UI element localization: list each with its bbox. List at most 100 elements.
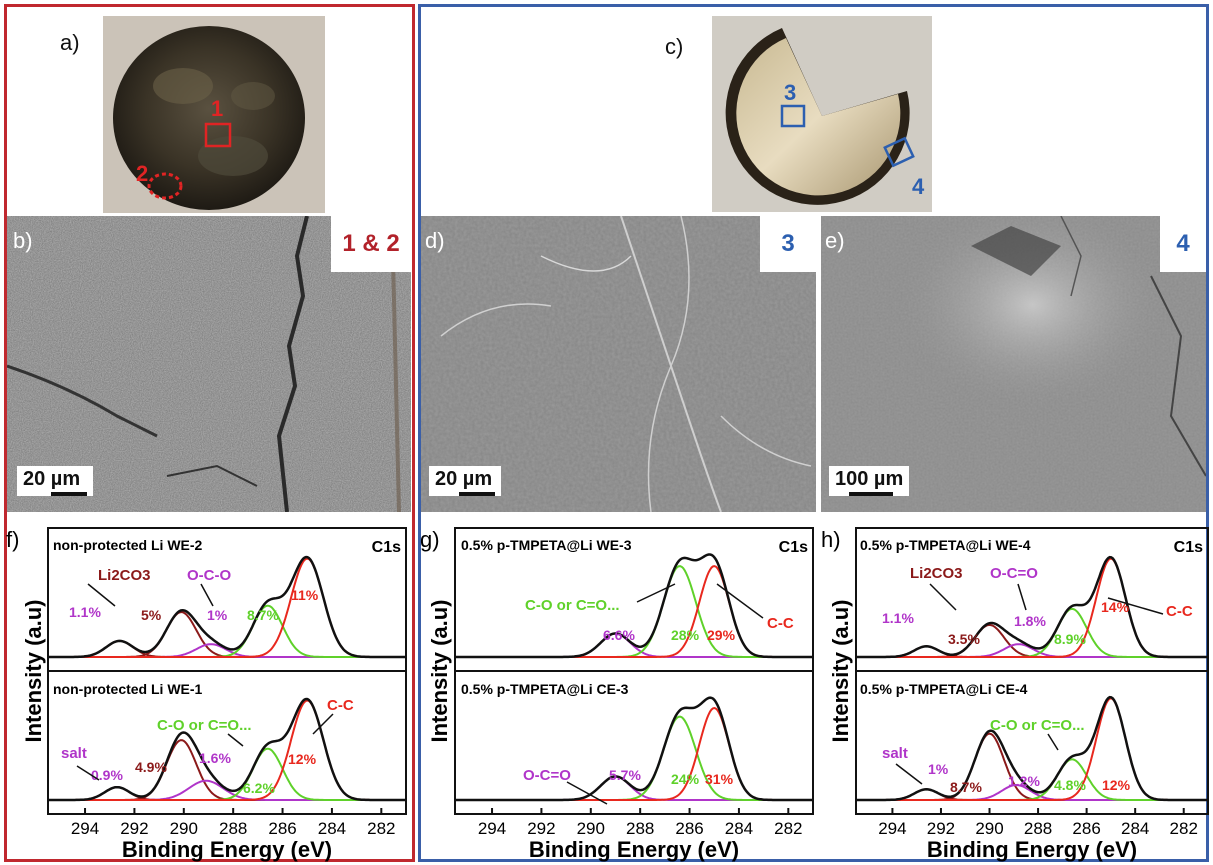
photo-c-svg: 3 4 <box>725 28 925 205</box>
curves-h-top <box>856 555 1208 659</box>
x-tick-label-g-284: 284 <box>725 819 753 838</box>
annot-f-bot-4: C-O or C=O... <box>157 717 252 734</box>
marker-label-4: 4 <box>912 174 925 199</box>
annot-f-top-3: O-C-O <box>187 567 231 584</box>
panel-label-a: a) <box>60 30 80 55</box>
leader-lines-g <box>566 583 764 805</box>
annot-f-bot-5: 6.2% <box>243 780 275 796</box>
envelope-g-0 <box>455 553 813 659</box>
x-axis-label-h: Binding Energy (eV) <box>927 837 1137 862</box>
annot-h-bot-0: salt <box>882 745 908 762</box>
marker-label-3: 3 <box>784 80 796 105</box>
panel-label-b: b) <box>13 228 33 253</box>
scale-line-e <box>849 492 893 496</box>
annot-h-top-4: 1.8% <box>1014 613 1046 629</box>
sem-tag-b: 1 & 2 <box>331 216 411 272</box>
annot-h-top-2: 3.5% <box>948 631 980 647</box>
sem-tag-e: 4 <box>1160 216 1206 272</box>
x-ticks-f: 294 292 290 288 286 284 282 <box>71 808 395 838</box>
component-c-c-g-1 <box>455 706 813 801</box>
x-tick-label-g-288: 288 <box>626 819 654 838</box>
envelope-h-1 <box>856 695 1208 802</box>
x-tick-label-h-286: 286 <box>1072 819 1100 838</box>
annot-g-bot-2: 24% <box>671 771 700 787</box>
annot-h-bot-2: C-O or C=O... <box>990 717 1085 734</box>
scale-line-b <box>51 492 87 496</box>
annot-f-bot-6: C-C <box>327 697 354 714</box>
x-tick-label-h-282: 282 <box>1170 819 1198 838</box>
x-axis-label-f: Binding Energy (eV) <box>122 837 332 862</box>
x-tick-label-f-290: 290 <box>170 819 198 838</box>
x-tick-label-g-290: 290 <box>577 819 605 838</box>
marker-label-1: 1 <box>211 96 223 121</box>
sem-d-svg <box>421 216 816 512</box>
x-tick-label-h-290: 290 <box>975 819 1003 838</box>
x-tick-label-h-284: 284 <box>1121 819 1149 838</box>
envelope-f-0 <box>48 555 406 659</box>
x-tick-label-f-292: 292 <box>120 819 148 838</box>
sem-image-d: d) 3 20 µm <box>421 216 816 512</box>
scale-bar-e: 100 µm <box>829 466 910 496</box>
subplot-title-h-top: 0.5% p-TMPETA@Li WE-4 <box>860 537 1031 553</box>
scale-line-d <box>459 492 495 496</box>
tag-c1s-h: C1s <box>1174 539 1203 556</box>
annot-g-top-4: C-C <box>767 615 794 632</box>
curves-g-top <box>455 553 813 659</box>
frame-right <box>418 4 1209 862</box>
marker-box-3 <box>780 104 806 128</box>
marker-box-1 <box>204 122 232 148</box>
x-axis-label-g: Binding Energy (eV) <box>529 837 739 862</box>
marker-box-2 <box>147 172 183 200</box>
x-ticks-h: 294 292 290 288 286 284 282 <box>878 808 1198 838</box>
scale-label-b: 20 µm <box>23 468 81 490</box>
scale-bar-b: 20 µm <box>17 466 93 496</box>
sem-tag-d: 3 <box>760 216 816 272</box>
photo-electrode-c: 3 4 <box>712 16 932 212</box>
x-tick-label-h-288: 288 <box>1024 819 1052 838</box>
x-tick-label-f-288: 288 <box>219 819 247 838</box>
annot-h-bot-5: 4.8% <box>1054 777 1086 793</box>
sem-e-svg <box>821 216 1206 512</box>
annot-g-top-0: C-O or C=O... <box>525 597 620 614</box>
annot-h-bot-3: 8.7% <box>950 779 982 795</box>
panel-label-h: h) <box>821 527 841 552</box>
panel-label-g: g) <box>420 527 440 552</box>
envelope-g-1 <box>455 696 813 802</box>
annot-f-bot-1: 0.9% <box>91 767 123 783</box>
curves-f-top <box>48 555 406 659</box>
marker-box-4 <box>883 136 915 168</box>
x-tick-label-h-292: 292 <box>927 819 955 838</box>
annot-h-top-5: 8.9% <box>1054 631 1086 647</box>
xps-chart-g: g) Intensity (a.u) Binding Energy (eV) 0… <box>420 527 814 862</box>
annot-h-bot-4: 1.2% <box>1008 773 1040 789</box>
annot-f-top-4: 1% <box>207 607 228 623</box>
x-tick-label-g-292: 292 <box>527 819 555 838</box>
annot-f-top-6: 11% <box>291 587 319 603</box>
annot-g-top-1: 6.6% <box>603 627 635 643</box>
x-tick-label-f-282: 282 <box>367 819 395 838</box>
photo-electrode-a: 1 2 <box>103 16 325 213</box>
y-axis-label-g: Intensity (a.u) <box>427 599 452 742</box>
annot-h-top-3: O-C=O <box>990 565 1038 582</box>
scale-label-e: 100 µm <box>835 468 904 490</box>
x-ticks-g: 294 292 290 288 286 284 282 <box>478 808 802 838</box>
x-tick-label-h-294: 294 <box>878 819 906 838</box>
annot-g-top-3: 29% <box>707 627 736 643</box>
y-axis-label-h: Intensity (a.u) <box>828 599 853 742</box>
panel-label-e: e) <box>825 228 845 253</box>
annot-g-bot-1: 5.7% <box>609 767 641 783</box>
x-tick-label-f-294: 294 <box>71 819 99 838</box>
sem-image-b: b) 1 & 2 20 µm <box>7 216 411 512</box>
envelope-h-0 <box>856 555 1208 659</box>
leader-lines-h <box>895 583 1164 785</box>
x-tick-label-g-282: 282 <box>774 819 802 838</box>
curves-f-bottom <box>48 697 406 802</box>
envelope-f-1 <box>48 697 406 802</box>
panel-label-d: d) <box>425 228 445 253</box>
annot-g-bot-3: 31% <box>705 771 734 787</box>
panel-label-f: f) <box>6 527 19 552</box>
annot-f-bot-2: 4.9% <box>135 759 167 775</box>
photo-a-svg: 1 2 <box>113 26 305 210</box>
annot-f-bot-7: 12% <box>288 751 317 767</box>
curves-h-bottom <box>856 695 1208 802</box>
